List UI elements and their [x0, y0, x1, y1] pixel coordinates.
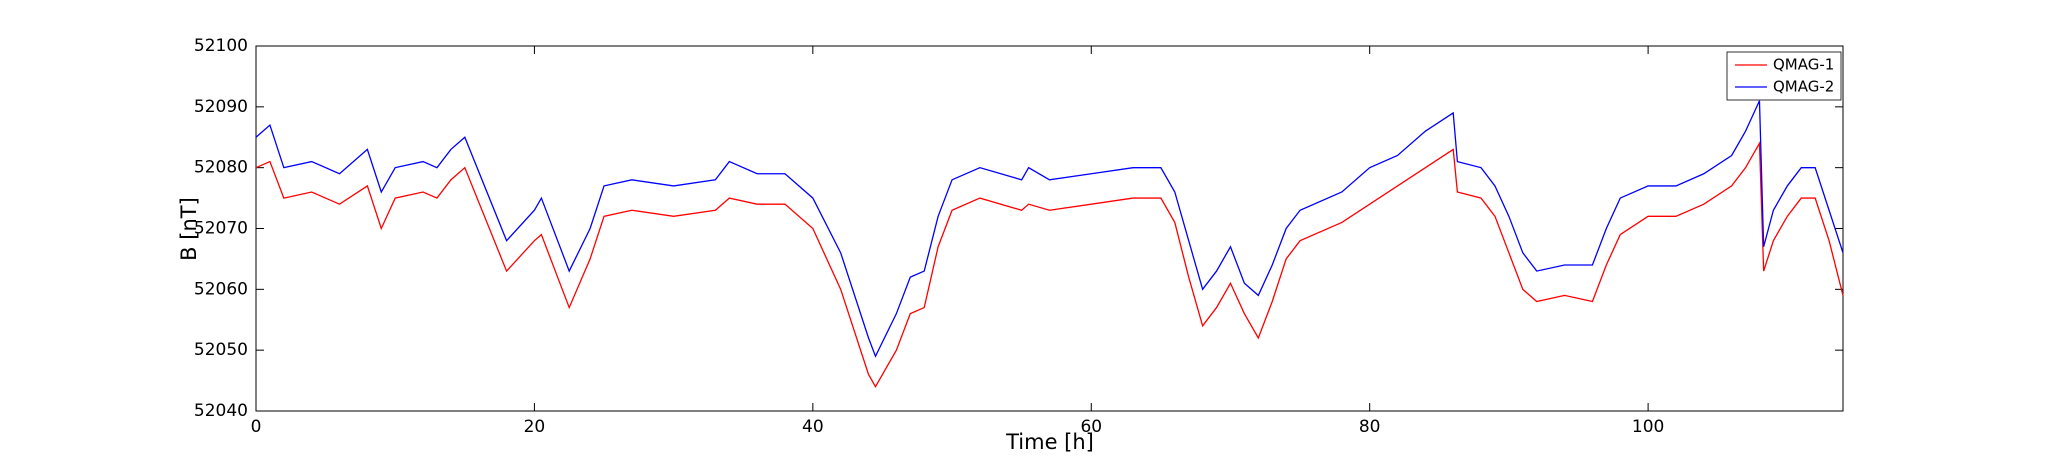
y-axis-label: B [nT]: [177, 197, 201, 261]
y-tick-label: 52090: [194, 97, 248, 117]
y-tick-label: 52070: [194, 219, 248, 239]
x-axis-label: Time [h]: [1005, 430, 1094, 454]
legend-label: QMAG-2: [1773, 78, 1834, 96]
y-tick-label: 52100: [194, 36, 248, 56]
y-tick-label: 52060: [194, 279, 248, 299]
x-tick-label: 0: [251, 417, 262, 437]
x-tick-label: 60: [1080, 417, 1102, 437]
x-tick-label: 20: [524, 417, 546, 437]
plot-frame: [255, 45, 1844, 412]
legend-label: QMAG-1: [1773, 56, 1834, 74]
y-tick-label: 52080: [194, 158, 248, 178]
x-tick-label: 80: [1359, 417, 1381, 437]
x-tick-label: 40: [802, 417, 824, 437]
data-line: [255, 100, 1844, 358]
y-tick-label: 52050: [194, 340, 248, 360]
y-tick-label: 52040: [194, 401, 248, 421]
x-tick-label: 100: [1632, 417, 1664, 437]
data-line: [255, 141, 1844, 388]
legend-box: [1726, 51, 1842, 101]
